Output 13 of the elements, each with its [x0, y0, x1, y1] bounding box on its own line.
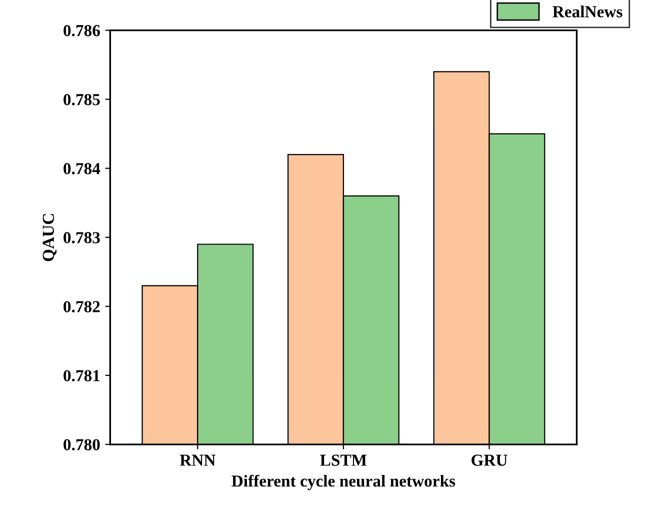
y-tick-label: 0.785	[64, 94, 100, 106]
x-tick-label: LSTM	[320, 454, 367, 466]
x-tick-label: GRU	[472, 454, 508, 466]
legend-label: RealNews	[552, 6, 622, 18]
y-axis-title: QAUC	[42, 214, 57, 262]
y-tick-label: 0.781	[64, 370, 100, 382]
y-tick-label: 0.784	[64, 163, 100, 174]
x-tick-label: RNN	[180, 454, 216, 466]
x-axis-title: Different cycle neural networks	[232, 474, 456, 490]
y-tick-label: 0.786	[64, 25, 100, 36]
y-tick-label: 0.780	[64, 439, 100, 450]
y-tick-label: 0.783	[64, 232, 100, 244]
y-tick-label: 0.782	[64, 301, 100, 312]
